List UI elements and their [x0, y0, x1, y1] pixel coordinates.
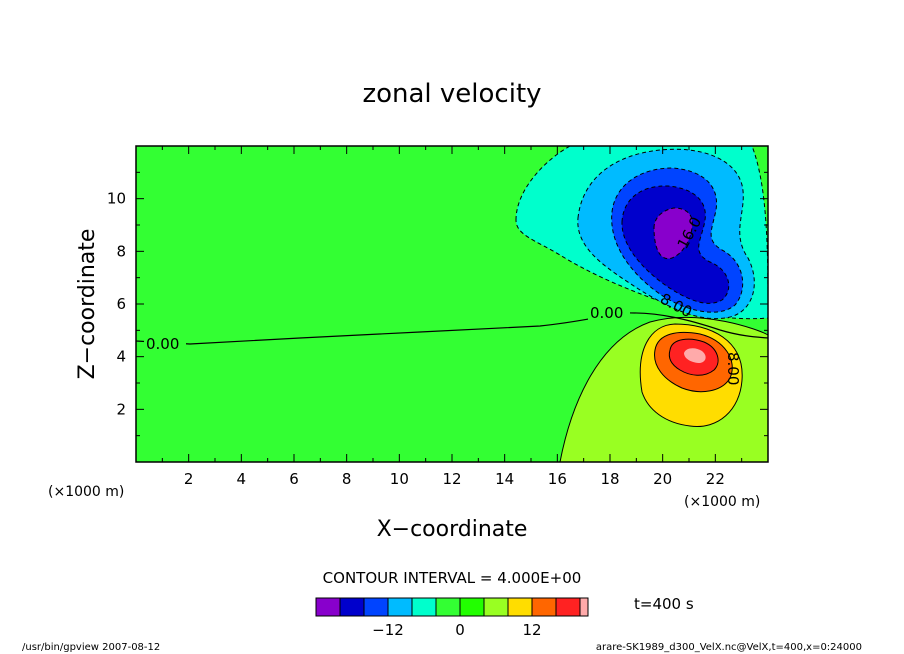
x-tick-label: 8: [342, 470, 352, 488]
colorbar-cell: [579, 597, 589, 617]
contour-interval-label: CONTOUR INTERVAL = 4.000E+00: [323, 569, 582, 587]
contour-zero-line: [136, 312, 768, 345]
footer-left: /usr/bin/gpview 2007-08-12: [22, 642, 160, 653]
y-axis-title: Z−coordinate: [75, 229, 100, 380]
contour-label-zero-left: 0.00: [146, 335, 179, 353]
y-tick-label: 2: [116, 400, 126, 418]
contour-field: [135, 145, 769, 463]
x-tick-label: 18: [600, 470, 619, 488]
colorbar-cell: [387, 597, 413, 617]
colorbar-cell: [363, 597, 389, 617]
colorbar-ticks: −12 0 12: [372, 621, 541, 639]
footer-right: arare-SK1989_d300_VelX.nc@VelX,t=400,x=0…: [596, 642, 862, 653]
colorbar-cell: [339, 597, 365, 617]
colorbar-cell: [459, 597, 485, 617]
x-tick-label: 16: [548, 470, 567, 488]
fill-positive-20: [684, 348, 706, 363]
colorbar-cell: [411, 597, 437, 617]
x-tick-label: 2: [184, 470, 194, 488]
colorbar-tick-label: 12: [522, 621, 541, 639]
y-tick-label: 4: [116, 348, 126, 366]
x-tick-label: 10: [390, 470, 409, 488]
colorbar-cell: [483, 597, 509, 617]
x-axis-title: X−coordinate: [377, 517, 528, 542]
colorbar-tick-label: −12: [372, 621, 404, 639]
chart-title: zonal velocity: [362, 79, 541, 109]
colorbar-cell: [555, 597, 581, 617]
x-unit-right: (×1000 m): [684, 494, 760, 510]
y-tick-label: 6: [116, 295, 126, 313]
x-unit-left: (×1000 m): [48, 484, 124, 500]
colorbar: [315, 597, 589, 617]
x-axis-ticks: 2 4 6 8 10 12 14 16 18 20 22: [135, 146, 769, 488]
contour-label-zero-right: 0.00: [590, 304, 623, 322]
colorbar-cell: [507, 597, 533, 617]
x-tick-label: 20: [653, 470, 672, 488]
colorbar-cell: [315, 597, 341, 617]
x-tick-label: 12: [442, 470, 461, 488]
colorbar-tick-label: 0: [455, 621, 465, 639]
x-tick-label: 6: [289, 470, 299, 488]
y-axis-ticks: 2 4 6 8 10: [107, 145, 768, 463]
y-tick-label: 10: [107, 190, 126, 208]
colorbar-cell: [435, 597, 461, 617]
x-tick-label: 14: [495, 470, 514, 488]
colorbar-cell: [531, 597, 557, 617]
time-label: t=400 s: [634, 595, 694, 613]
x-tick-label: 22: [706, 470, 725, 488]
x-tick-label: 4: [237, 470, 247, 488]
contour-label-eight-pos: 8.00: [724, 352, 742, 385]
y-tick-label: 8: [116, 242, 126, 260]
fill-negative-16: [653, 207, 693, 260]
